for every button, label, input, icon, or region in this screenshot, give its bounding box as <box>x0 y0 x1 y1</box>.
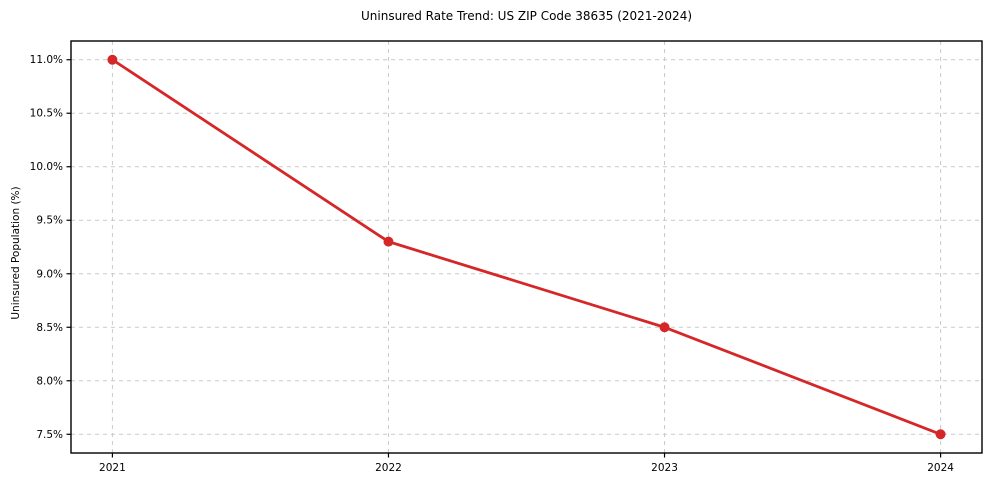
data-point <box>107 54 118 65</box>
y-axis-label-text: Uninsured Population (%) <box>10 186 22 320</box>
y-tick-label: 7.5% <box>36 429 63 441</box>
y-tick-label: 10.5% <box>30 108 63 120</box>
data-point <box>383 236 394 247</box>
trend-line <box>111 58 942 436</box>
y-tick-label: 11.0% <box>30 54 63 66</box>
y-tick-label: 9.0% <box>36 268 63 280</box>
x-tick-label: 2024 <box>927 462 954 474</box>
chart-title: Uninsured Rate Trend: US ZIP Code 38635 … <box>360 9 693 23</box>
x-tick-label: 2023 <box>651 462 678 474</box>
y-tick-label: 10.0% <box>30 161 63 173</box>
plot-frame <box>70 40 983 454</box>
data-point <box>935 429 946 440</box>
x-tick-label: 2022 <box>375 462 402 474</box>
y-tick-label: 8.5% <box>36 322 63 334</box>
y-tick-label: 8.0% <box>36 375 63 387</box>
x-tick-label: 2021 <box>99 462 126 474</box>
data-point <box>659 322 670 333</box>
y-tick-label: 9.5% <box>36 215 63 227</box>
